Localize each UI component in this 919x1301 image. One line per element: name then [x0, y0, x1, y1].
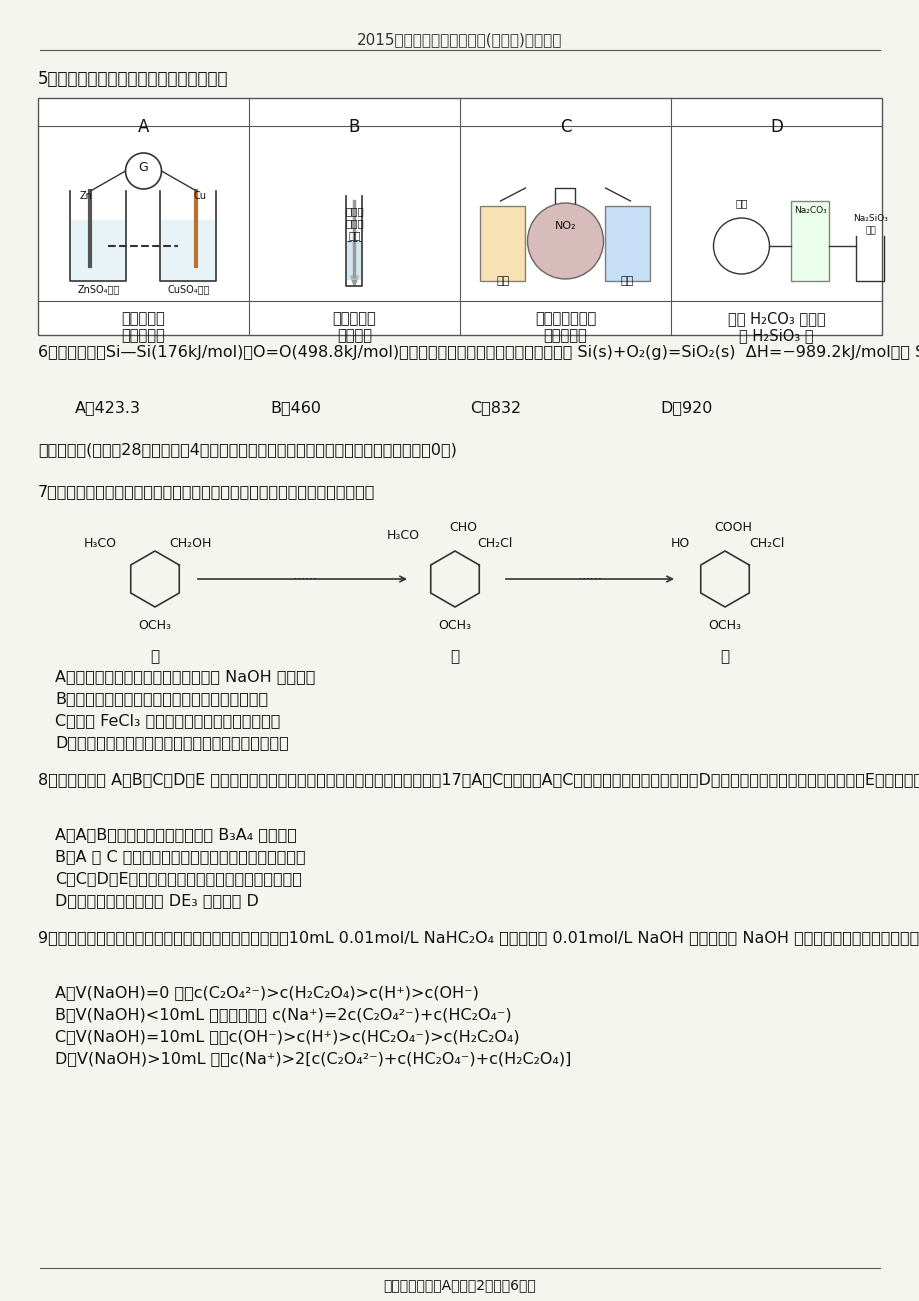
Text: H₃CO: H₃CO	[84, 537, 117, 550]
Text: Na₂SiO₃: Na₂SiO₃	[852, 213, 887, 222]
Text: CH₂Cl: CH₂Cl	[748, 537, 784, 550]
Text: 铁钉: 铁钉	[348, 230, 360, 239]
Circle shape	[125, 154, 162, 189]
Text: CuSO₄溶液: CuSO₄溶液	[167, 284, 210, 294]
Text: C: C	[559, 118, 571, 137]
Text: HO: HO	[670, 537, 689, 550]
Text: G: G	[139, 161, 148, 174]
Text: OCH₃: OCH₃	[438, 619, 471, 632]
Text: Cu: Cu	[194, 191, 207, 200]
Text: B: B	[348, 118, 360, 137]
Text: C．C、D、E的最高价氧化物对应的水化物能两两反应: C．C、D、E的最高价氧化物对应的水化物能两两反应	[55, 870, 301, 886]
Text: 化学竞赛试卷（A卷）第2页（共6页）: 化学竞赛试卷（A卷）第2页（共6页）	[383, 1278, 536, 1292]
Text: CH₂Cl: CH₂Cl	[477, 537, 512, 550]
Text: OCH₃: OCH₃	[708, 619, 741, 632]
Text: A．V(NaOH)=0 时，c(C₂O₄²⁻)>c(H₂C₂O₄)>c(H⁺)>c(OH⁻): A．V(NaOH)=0 时，c(C₂O₄²⁻)>c(H₂C₂O₄)>c(H⁺)>…	[55, 985, 479, 1000]
Text: 7．甲、乙、丙三种物质是某抗生素合成过程中的中间产物，下列说法正确的是: 7．甲、乙、丙三种物质是某抗生素合成过程中的中间产物，下列说法正确的是	[38, 484, 375, 500]
Text: 丙: 丙	[720, 649, 729, 664]
Bar	[605, 206, 650, 281]
Text: D．V(NaOH)>10mL 时，c(Na⁺)>2[c(C₂O₄²⁻)+c(HC₂O₄⁻)+c(H₂C₂O₄)]: D．V(NaOH)>10mL 时，c(Na⁺)>2[c(C₂O₄²⁻)+c(HC…	[55, 1051, 571, 1066]
Text: D．工业中常用电解熔融 DE₃ 制备单质 D: D．工业中常用电解熔融 DE₃ 制备单质 D	[55, 892, 258, 908]
Text: A．423.3: A．423.3	[75, 399, 141, 415]
Bar	[480, 206, 525, 281]
Text: ……: ……	[292, 569, 317, 582]
Text: C．V(NaOH)=10mL 时，c(OH⁻)>c(H⁺)>c(HC₂O₄⁻)>c(H₂C₂O₄): C．V(NaOH)=10mL 时，c(OH⁻)>c(H⁺)>c(HC₂O₄⁻)>…	[55, 1029, 519, 1043]
Text: 6．已知键能：Si—Si(176kJ/mol)，O=O(498.8kJ/mol)。晶体硅在氧气中燃烧的热化学方程式为 Si(s)+O₂(g)=SiO₂(s)  : 6．已知键能：Si—Si(176kJ/mol)，O=O(498.8kJ/mol)…	[38, 345, 919, 360]
Bar	[790, 200, 829, 281]
Text: ……: ……	[577, 569, 602, 582]
Text: B．460: B．460	[269, 399, 321, 415]
Text: D．920: D．920	[659, 399, 711, 415]
Text: OCH₃: OCH₃	[139, 619, 171, 632]
Text: C．832: C．832	[470, 399, 520, 415]
Text: A．甲、乙、丙三种有机化合物均可跟 NaOH 溶液反应: A．甲、乙、丙三种有机化合物均可跟 NaOH 溶液反应	[55, 669, 315, 684]
Text: B．A 或 C 与氧元素形成的化合物均可能含有非极性键: B．A 或 C 与氧元素形成的化合物均可能含有非极性键	[55, 850, 305, 864]
Text: 证明温度对平衡
移动的影响: 证明温度对平衡 移动的影响	[534, 311, 596, 343]
Text: B．V(NaOH)<10mL 时，可能存在 c(Na⁺)=2c(C₂O₄²⁻)+c(HC₂O₄⁻): B．V(NaOH)<10mL 时，可能存在 c(Na⁺)=2c(C₂O₄²⁻)+…	[55, 1007, 511, 1023]
Text: 9．草酸是二元中强酸，草酸氢钠溶液显酸性。常温下，向10mL 0.01mol/L NaHC₂O₄ 溶液中滴加 0.01mol/L NaOH 溶液，随着 NaOH: 9．草酸是二元中强酸，草酸氢钠溶液显酸性。常温下，向10mL 0.01mol/L…	[38, 930, 919, 945]
Text: B．甲、乙、丙三种有机化合物均可发生消去反应: B．甲、乙、丙三种有机化合物均可发生消去反应	[55, 691, 267, 706]
Bar	[72, 220, 125, 280]
Text: 2015年全国中学生化学竞赛(湖南省)初赛试题: 2015年全国中学生化学竞赛(湖南省)初赛试题	[357, 33, 562, 47]
Text: 溶液: 溶液	[864, 226, 875, 235]
Text: 乙: 乙	[450, 649, 460, 664]
Text: 甲: 甲	[151, 649, 159, 664]
Text: C．可用 FeCl₃ 溶液区别甲、丙两种有机化合物: C．可用 FeCl₃ 溶液区别甲、丙两种有机化合物	[55, 713, 280, 729]
Text: COOH: COOH	[713, 520, 751, 533]
Text: Zn: Zn	[80, 191, 93, 200]
Text: 浸过的: 浸过的	[345, 219, 364, 228]
Text: 5．下图所示的实验，能达到实验目的的是: 5．下图所示的实验，能达到实验目的的是	[38, 70, 228, 88]
Text: CHO: CHO	[448, 520, 476, 533]
Text: CH₂OH: CH₂OH	[168, 537, 211, 550]
Text: D: D	[769, 118, 782, 137]
Bar	[347, 241, 361, 280]
Bar	[38, 98, 881, 334]
Text: A: A	[138, 118, 149, 137]
Text: 验证铁发生
析氢腐蚀: 验证铁发生 析氢腐蚀	[333, 311, 376, 343]
Text: D．丙水解的有机产物在一定条件下可以发生缩聚反应: D．丙水解的有机产物在一定条件下可以发生缩聚反应	[55, 735, 289, 749]
Text: 食盐水: 食盐水	[345, 206, 364, 216]
Bar	[162, 220, 215, 280]
Polygon shape	[350, 276, 358, 286]
Text: 盐酸: 盐酸	[734, 198, 747, 208]
Circle shape	[713, 219, 768, 275]
Text: NO₂: NO₂	[554, 221, 575, 232]
Text: A．A、B两种元素可组成化学式为 B₃A₄ 的化合物: A．A、B两种元素可组成化学式为 B₃A₄ 的化合物	[55, 827, 297, 842]
Text: Na₂CO₃: Na₂CO₃	[793, 206, 826, 215]
Text: 冷水: 冷水	[620, 276, 633, 286]
Text: 验证 H₂CO₃ 的酸性
比 H₂SiO₃ 强: 验证 H₂CO₃ 的酸性 比 H₂SiO₃ 强	[727, 311, 824, 343]
Circle shape	[527, 203, 603, 278]
Text: 验证化学能
转化为电能: 验证化学能 转化为电能	[121, 311, 165, 343]
Text: ZnSO₄溶液: ZnSO₄溶液	[77, 284, 119, 294]
Text: 8．短周期元素 A、B、C、D、E 的原子序数依次增大，它们的原子最外层电子数之和为17。A、C同主族，A、C的单质在常温下的状态不同，D原子最外层电子数与电子: 8．短周期元素 A、B、C、D、E 的原子序数依次增大，它们的原子最外层电子数之…	[38, 771, 919, 787]
Text: 热水: 热水	[496, 276, 509, 286]
Text: H₃CO: H₃CO	[386, 530, 419, 543]
Text: 二、选择题(本题共28分，每小题4分。每小题有一个或两个选项符合题意，错答或少答记0分): 二、选择题(本题共28分，每小题4分。每小题有一个或两个选项符合题意，错答或少答…	[38, 442, 457, 457]
